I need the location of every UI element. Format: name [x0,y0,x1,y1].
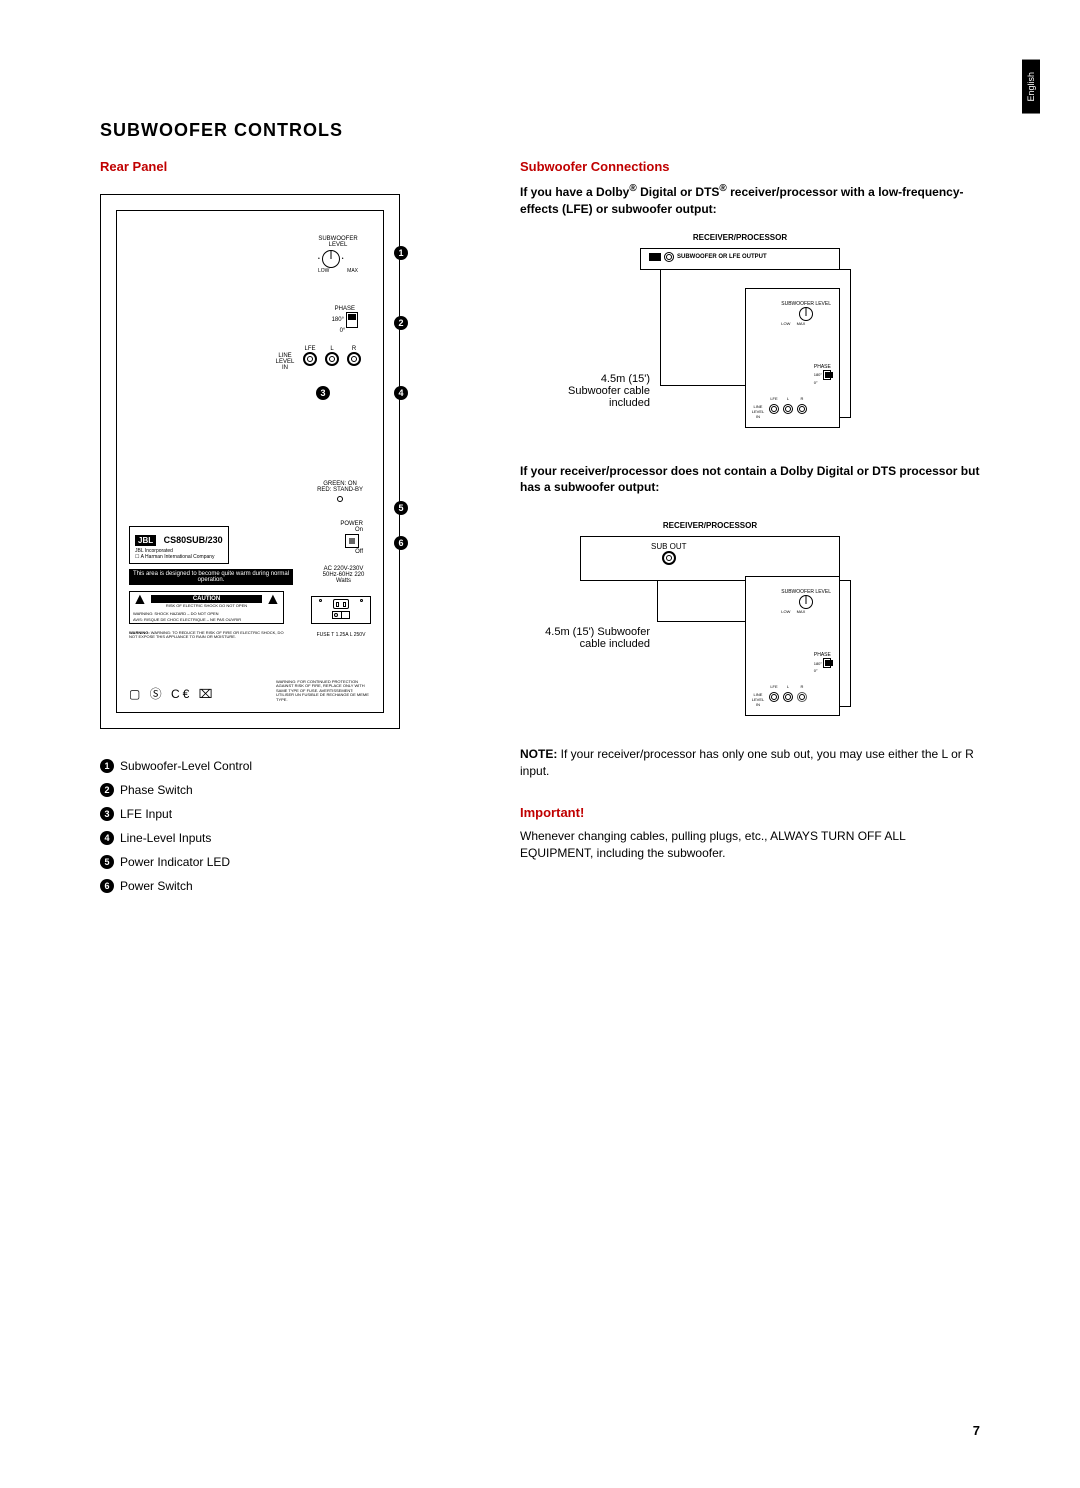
warn2: WARNING: WARNING: TO REDUCE THE RISK OF … [129,631,284,640]
legend-item-2: 2Phase Switch [100,783,470,797]
connections-heading: Subwoofer Connections [520,159,980,174]
warn-en: WARNING: SHOCK HAZARD – DO NOT OPEN [130,610,283,617]
deg180: 180° [332,317,344,323]
warning-triangle-icon [132,594,148,608]
left-column: Rear Panel SUBWOOFER LEVEL • • LOW MAX [100,159,470,903]
important-text: Whenever changing cables, pulling plugs,… [520,828,980,862]
power-switch-icon [345,534,359,548]
r-jack-icon [347,352,361,366]
callout-3: 3 [316,386,330,400]
proc-label-2: RECEIVER/PROCESSOR [640,521,780,530]
fuse-warning: WARNING: FOR CONTINUED PROTECTION AGAINS… [276,680,371,702]
callout-6: 6 [394,536,408,550]
main-heading: SUBWOOFER CONTROLS [100,120,980,141]
subout-label: SUB OUT [651,542,687,551]
page-number: 7 [973,1423,980,1438]
language-tab: English [1022,60,1040,114]
legend-item-6: 6Power Switch [100,879,470,893]
line-in-label: LINE LEVEL IN [275,353,295,371]
conn-intro: If you have a Dolby® Digital or DTS® rec… [520,182,980,218]
phase-switch-icon [346,312,358,328]
legend-item-4: 4Line-Level Inputs [100,831,470,845]
low-label: LOW [318,268,329,274]
harman: ☐ A Harman International Company [135,554,223,560]
proc-output-jack [664,252,674,262]
legend-list: 1Subwoofer-Level Control 2Phase Switch 3… [100,759,470,893]
level-knob-icon [322,250,340,268]
sub-level-label: SUBWOOFER LEVEL [318,236,358,248]
mini-knob [799,307,813,321]
heat-warning: This area is designed to become quite wa… [129,569,293,585]
legend-item-3: 3LFE Input [100,807,470,821]
callout-4: 4 [394,386,408,400]
callout-1: 1 [394,246,408,260]
ac-spec: AC 220V-230V 50Hz-60Hz 220 Watts [316,566,371,584]
important-heading: Important! [520,805,980,820]
led-icon [337,496,343,502]
model-label: CS80SUB/230 [164,535,223,545]
fuse-label: FUSE T 1.25A L 250V [311,632,371,638]
legend-item-1: 1Subwoofer-Level Control [100,759,470,773]
on-label: On [340,527,363,533]
connection-diagram-2: RECEIVER/PROCESSOR SUB OUT SUBWOOFER LEV… [520,511,940,721]
connection-diagram-1: RECEIVER/PROCESSOR SUBWOOFER OR LFE OUTP… [520,233,940,433]
cond2-text: If your receiver/processor does not cont… [520,463,980,497]
l-jack-icon [325,352,339,366]
callout-5: 5 [394,501,408,515]
callout-2: 2 [394,316,408,330]
caution-label: CAUTION [151,595,262,603]
content-wrapper: Rear Panel SUBWOOFER LEVEL • • LOW MAX [100,159,980,903]
warning-triangle-icon-2 [265,594,281,608]
jbl-logo: JBL [135,535,156,546]
subout-jack [662,551,676,565]
lfe-jack-icon [303,352,317,366]
output-label-1: SUBWOOFER OR LFE OUTPUT [677,254,767,260]
off-label: Off [340,549,363,555]
deg0: 0° [340,328,358,334]
cable-label-2: 4.5m (15') Subwoofer cable included [540,626,650,650]
rear-panel-heading: Rear Panel [100,159,470,174]
rear-panel-diagram: SUBWOOFER LEVEL • • LOW MAX 1 PHASE [100,194,400,729]
red-standby: RED: STAND-BY [317,487,363,493]
proc-label-1: RECEIVER/PROCESSOR [670,233,810,242]
mini-level-label: SUBWOOFER LEVEL [781,301,831,307]
cable-label-1: 4.5m (15') Subwoofer cable included [560,373,650,409]
max-label: MAX [347,268,358,274]
note-text: NOTE: If your receiver/processor has onl… [520,746,980,780]
compliance-icons: ▢ Ⓢ C€ ⌧ [129,685,216,702]
warn-fr: AVIS: RISQUE DE CHOC ELECTRIQUE – NE PAS… [130,617,283,623]
risk-text: RISK OF ELECTRIC SHOCK DO NOT OPEN [151,603,262,608]
legend-item-5: 5Power Indicator LED [100,855,470,869]
right-column: Subwoofer Connections If you have a Dolb… [520,159,980,903]
